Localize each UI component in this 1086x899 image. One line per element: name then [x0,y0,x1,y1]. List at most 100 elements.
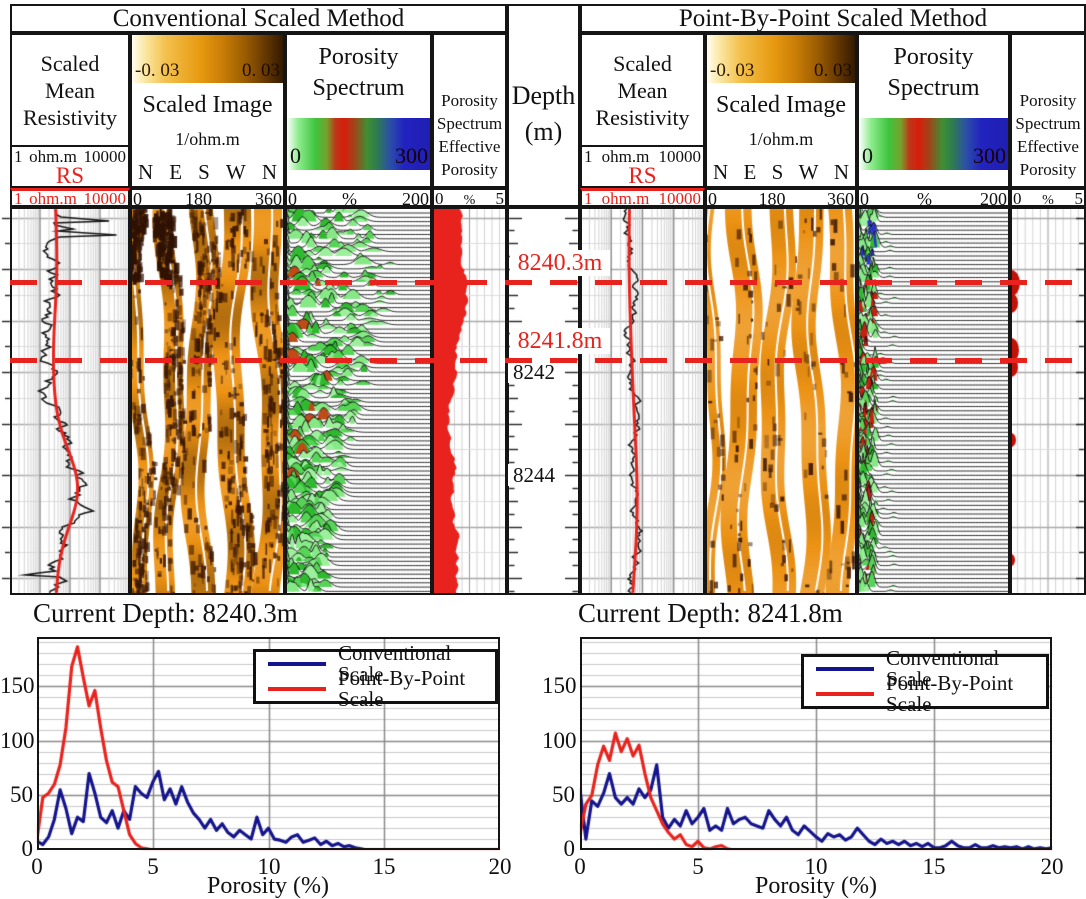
right-chart-title: Current Depth: 8241.8m [578,598,843,628]
right-image-azimuth-labels: N E S W N [713,160,849,184]
depth-tick-label-8244: 8244 [508,464,560,486]
right-method-header-box [580,4,1086,33]
left-image-colorbar-max: 0. 03 [242,60,280,81]
right-effective-scale-cell [1010,188,1086,207]
right-chart-ytick-100: 100 [542,728,577,753]
left-effective-track [432,207,507,595]
left-chart-xtick-5: 5 [147,854,159,879]
right-rs-curve-label: RS [628,162,657,188]
right-chart-plot-frame [580,637,1052,850]
right-chart-legend: Conventional Scale Point-By-Point Scale [801,648,1049,715]
left-resistivity-scale-cell [10,188,130,207]
right-effective-track [1010,207,1086,595]
right-resistivity-track [580,207,705,595]
left-spectrum-title: Porosity Spectrum [312,44,405,101]
depth-marker-line-8240 [10,280,1086,285]
right-chart-xtick-20: 20 [1040,854,1064,879]
right-chart-xtick-15: 15 [922,854,946,879]
right-rs-red-scale: 1 ohm.m 10000 [584,189,701,208]
left-method-header-box [10,4,507,33]
pointbypoint-line-swatch [816,692,874,696]
right-spectrum-scale-cell [857,188,1010,207]
right-chart-xlabel: Porosity (%) [755,873,877,899]
left-image-colorbar: -0. 03 0. 03 [132,35,283,83]
left-chart-xtick-20: 20 [488,854,512,879]
depth-tick-label-8242: 8242 [508,361,560,383]
left-image-scale-cell [130,188,285,207]
depth-marker-line-8241 [10,358,1086,363]
left-chart-xtick-10: 10 [257,854,281,879]
right-image-colorbar-max: 0. 03 [814,60,852,81]
right-image-azimuth-scale: 0 180 360 [708,189,854,209]
left-effective-title: Porosity Spectrum Effective Porosity [436,91,503,179]
left-chart-ytick-150: 150 [0,673,35,698]
right-image-colorbar: -0. 03 0. 03 [707,35,855,83]
left-effective-scale: 0 % 5 [435,189,504,208]
left-chart-xtick-0: 0 [31,854,43,879]
left-spectrum-colorbar-min: 0 [290,143,301,168]
depth-column-title: Depth (m) [511,81,576,146]
left-image-header-cell [130,33,285,188]
right-resistivity-scale: 1 ohm.m 10000 [584,147,701,166]
right-spectrum-colorbar-min: 0 [862,143,873,168]
left-rs-curve-label: RS [55,162,85,188]
right-image-header-cell [705,33,857,188]
left-image-azimuth-labels: N E S W N [138,160,277,184]
left-chart-ytick-100: 100 [0,728,35,753]
left-method-title: Conventional Scaled Method [112,4,405,32]
left-image-track [130,207,285,595]
right-chart-ytick-0: 0 [563,836,576,861]
right-spectrum-track [857,207,1010,595]
right-chart-xtick-10: 10 [804,854,828,879]
left-resistivity-track [10,207,130,595]
right-spectrum-title: Porosity Spectrum [887,44,980,101]
right-chart-xtick-0: 0 [574,854,586,879]
left-spectrum-scale: 0 % 200 [288,189,429,209]
right-image-colorbar-min: -0. 03 [710,60,755,81]
right-method-title: Point-By-Point Scaled Method [678,4,988,32]
left-spectrum-colorbar: 0 300 [287,118,430,170]
depth-track [507,207,580,595]
left-chart-title: Current Depth: 8240.3m [33,598,298,628]
left-image-colorbar-min: -0. 03 [135,60,180,81]
pointbypoint-line-swatch [268,687,326,691]
left-chart-ytick-50: 50 [10,782,33,807]
right-image-title: Scaled Image [716,91,846,118]
legend-row-conventional: Conventional Scale [256,643,495,685]
left-chart-xlabel: Porosity (%) [207,873,329,899]
left-chart-legend: Conventional Scale Point-By-Point Scale [253,643,498,710]
left-chart-ytick-0: 0 [21,836,34,861]
left-resistivity-scale: 1 ohm.m 10000 [14,147,126,166]
left-spectrum-scale-cell [285,188,432,207]
left-spectrum-header-cell [285,33,432,188]
left-spectrum-colorbar-max: 300 [395,143,428,168]
right-image-unit: 1/ohm.m [748,128,814,149]
conventional-line-swatch [268,662,326,666]
left-spectrum-track [285,207,432,595]
right-spectrum-scale: 0 % 200 [860,189,1007,209]
left-rs-red-scale: 1 ohm.m 10000 [14,189,126,208]
legend-row-conventional: Conventional Scale [804,648,1046,690]
right-effective-title: Porosity Spectrum Effective Porosity [1015,91,1081,179]
legend-row-pointbypoint: Point-By-Point Scale [256,668,495,710]
right-spectrum-colorbar-max: 300 [973,143,1006,168]
legend-row-pointbypoint: Point-By-Point Scale [804,673,1046,715]
right-resistivity-divider [580,145,705,147]
right-chart-ytick-50: 50 [552,782,575,807]
left-resistivity-header-cell [10,33,130,188]
right-chart-xtick-5: 5 [692,854,704,879]
right-image-track [705,207,857,595]
left-image-unit: 1/ohm.m [175,128,240,149]
depth-column-header-cell [507,4,580,207]
left-image-title: Scaled Image [142,91,273,118]
depth-marker-label-8241: 8241.8m [510,328,610,354]
left-chart-plot-frame [37,637,500,850]
left-resistivity-divider [10,145,130,147]
conventional-line-swatch [816,667,874,671]
left-effective-scale-cell [432,188,507,207]
left-chart-xtick-15: 15 [372,854,396,879]
right-resistivity-title: Scaled Mean Resistivity [595,50,690,130]
left-resistivity-title: Scaled Mean Resistivity [22,50,118,130]
right-resistivity-scale-cell [580,188,705,207]
